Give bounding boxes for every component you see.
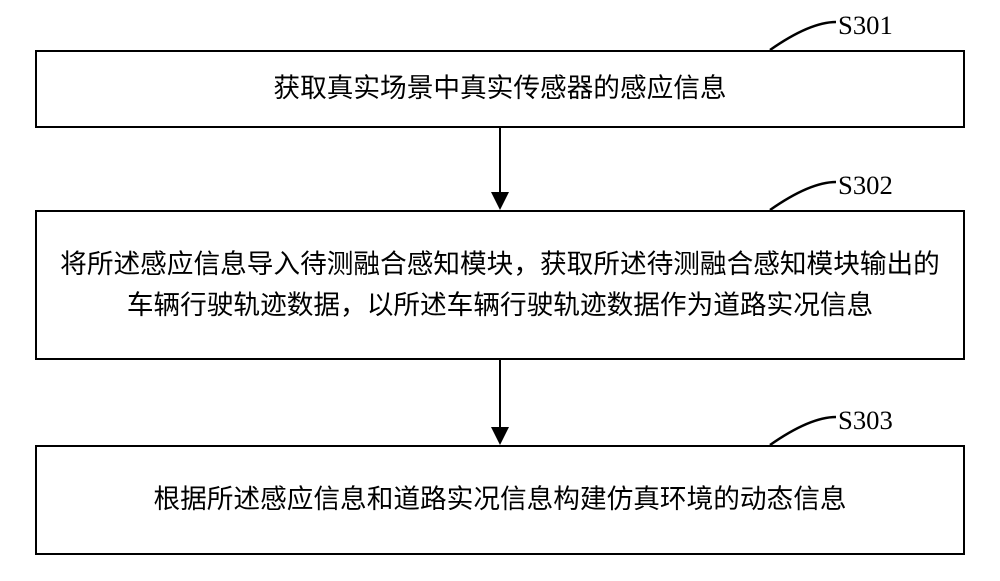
arrow-head-icon: [491, 427, 509, 445]
callout-curve: [766, 178, 840, 214]
step-label-S301: S301: [838, 10, 893, 41]
flow-step-text: 根据所述感应信息和道路实况信息构建仿真环境的动态信息: [153, 479, 846, 520]
flow-step-text: 将所述感应信息导入待测融合感知模块，获取所述待测融合感知模块输出的车辆行驶轨迹数…: [51, 244, 949, 327]
arrow-head-icon: [491, 192, 509, 210]
callout-curve: [766, 18, 840, 54]
flow-arrow: [499, 128, 501, 194]
flow-step-n2: 将所述感应信息导入待测融合感知模块，获取所述待测融合感知模块输出的车辆行驶轨迹数…: [35, 210, 965, 360]
flow-step-n3: 根据所述感应信息和道路实况信息构建仿真环境的动态信息: [35, 445, 965, 555]
flow-arrow: [499, 360, 501, 429]
callout-curve: [766, 413, 840, 449]
flow-step-n1: 获取真实场景中真实传感器的感应信息: [35, 50, 965, 128]
step-label-S302: S302: [838, 170, 893, 201]
flow-step-text: 获取真实场景中真实传感器的感应信息: [273, 68, 726, 109]
step-label-S303: S303: [838, 405, 893, 436]
